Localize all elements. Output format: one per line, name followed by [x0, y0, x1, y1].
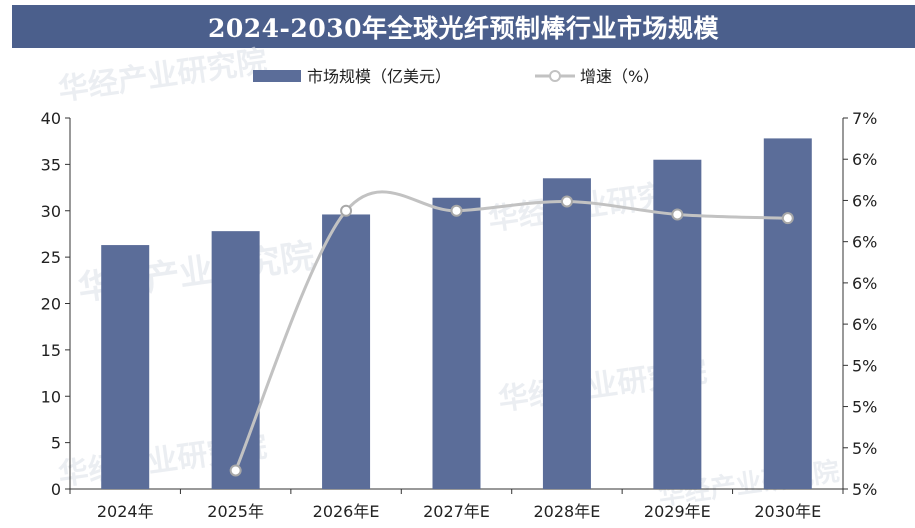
y-tick-label-right: 5%: [852, 398, 877, 417]
x-tick-label: 2025年: [207, 502, 264, 521]
growth-point: [340, 204, 353, 217]
x-tick-label: 2028年E: [534, 502, 601, 521]
x-tick-label: 2026年E: [313, 502, 380, 521]
y-tick-label-right: 5%: [852, 480, 877, 499]
x-tick-label: 2029年E: [644, 502, 711, 521]
bar: [432, 197, 481, 489]
bar: [322, 214, 371, 489]
y-tick-label-right: 5%: [852, 356, 877, 375]
legend-line-marker: [549, 70, 561, 82]
bars: [101, 138, 812, 490]
legend-line-label: 增速（%）: [580, 67, 659, 86]
y-tick-label-right: 7%: [852, 109, 877, 128]
growth-point: [560, 195, 573, 208]
y-tick-label-left: 15: [41, 341, 61, 360]
y-tick-label-left: 10: [41, 387, 61, 406]
growth-point: [229, 464, 242, 477]
bar: [211, 231, 260, 489]
y-tick-label-left: 25: [41, 248, 61, 267]
growth-point: [450, 204, 463, 217]
y-tick-label-left: 30: [41, 202, 61, 221]
legend: 市场规模（亿美元） 增速（%）: [253, 67, 659, 86]
y-tick-label-right: 6%: [852, 191, 877, 210]
x-tick-label: 2024年: [97, 502, 154, 521]
y-tick-label-left: 0: [51, 480, 61, 499]
y-tick-label-right: 6%: [852, 315, 877, 334]
y-tick-label-right: 6%: [852, 233, 877, 252]
bar: [542, 178, 591, 489]
growth-point: [781, 212, 794, 225]
y-tick-label-left: 35: [41, 155, 61, 174]
x-tick-label: 2030年E: [754, 502, 821, 521]
y-tick-label-right: 6%: [852, 150, 877, 169]
chart-title: 2024-2030年全球光纤预制棒行业市场规模: [12, 5, 915, 48]
growth-line: [229, 190, 794, 477]
bar: [101, 245, 150, 489]
y-tick-label-right: 6%: [852, 274, 877, 293]
y-tick-label-left: 5: [51, 434, 61, 453]
axis-labels: 0 5 10 15 20 25 30 35 40 5% 5% 5% 5% 6% 6% 6% 6% 6% 7% 2024…: [41, 109, 878, 521]
legend-bar-swatch: [253, 70, 301, 82]
bar: [763, 138, 812, 489]
y-tick-label-left: 20: [41, 295, 61, 314]
growth-point: [671, 208, 684, 221]
y-tick-label-left: 40: [41, 109, 61, 128]
watermark-text: 华经产业研究院: [56, 44, 269, 108]
legend-bar-label: 市场规模（亿美元）: [307, 67, 451, 86]
y-tick-label-right: 5%: [852, 439, 877, 458]
x-tick-label: 2027年E: [423, 502, 490, 521]
